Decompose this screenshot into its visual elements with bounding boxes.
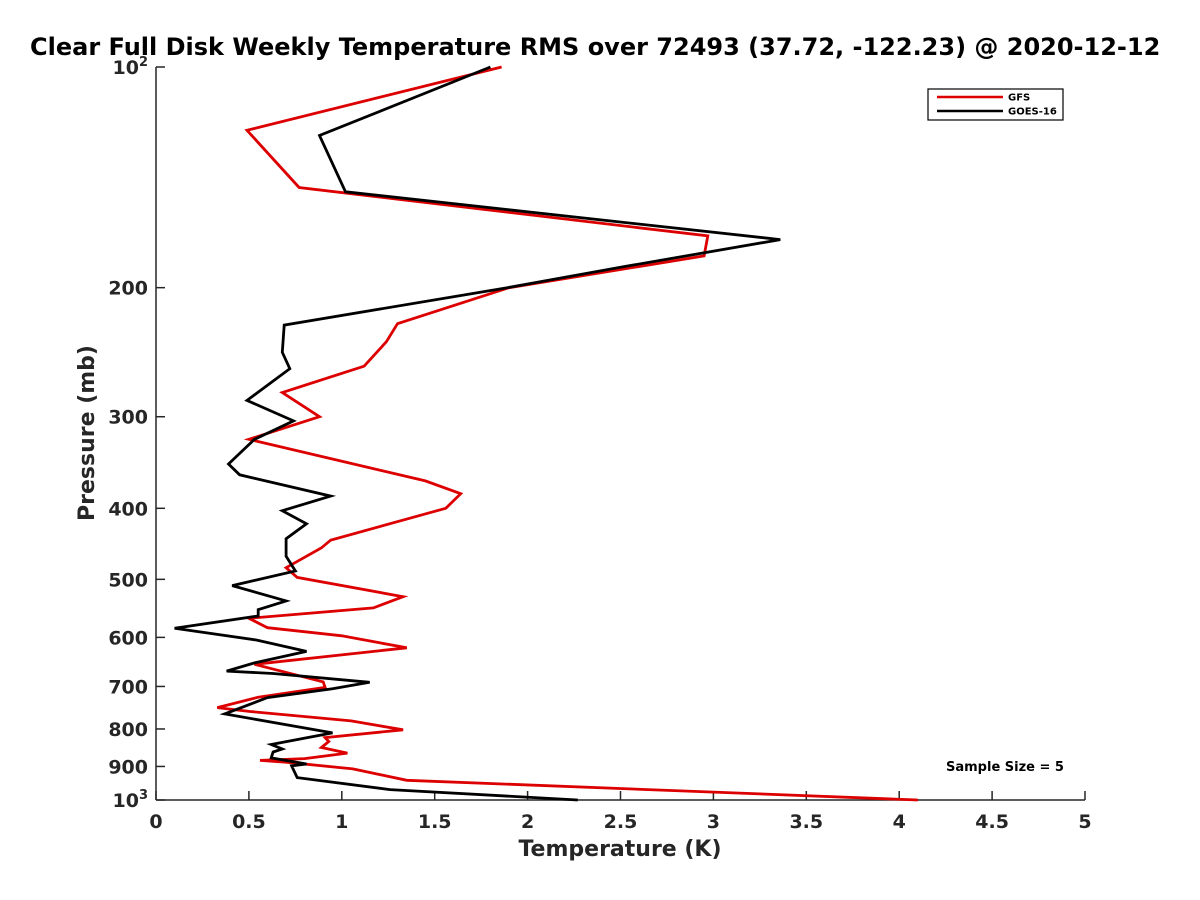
legend-label-gfs: GFS — [1008, 93, 1030, 104]
x-tick-label: 0.5 — [232, 811, 266, 833]
x-tick-label: 3.5 — [789, 811, 823, 833]
chart-title: Clear Full Disk Weekly Temperature RMS o… — [30, 33, 1160, 61]
x-tick-label: 1 — [335, 811, 348, 833]
legend: GFS GOES-16 — [927, 88, 1064, 121]
x-tick-label: 2.5 — [604, 811, 638, 833]
legend-box — [927, 88, 1064, 121]
y-tick-label: 300 — [108, 407, 148, 429]
x-tick-label: 0 — [149, 811, 162, 833]
y-tick-label: 600 — [108, 627, 148, 649]
axes: 0 0.5 1 1.5 2 2.5 3 3.5 4 4.5 5 102 200 300 400 500 600 7… — [108, 55, 1091, 833]
x-tick-label: 5 — [1078, 811, 1091, 833]
y-tick-label: 700 — [108, 676, 148, 698]
legend-label-goes16: GOES-16 — [1008, 107, 1057, 118]
x-tick-label: 1.5 — [418, 811, 452, 833]
series-layer — [174, 65, 918, 802]
y-axis-label: Pressure (mb) — [75, 345, 100, 521]
x-axis-label: Temperature (K) — [518, 837, 721, 862]
y-tick-label: 500 — [108, 569, 148, 591]
x-tick-label: 3 — [707, 811, 720, 833]
y-tick-label: 200 — [108, 278, 148, 300]
y-tick-label: 800 — [108, 719, 148, 741]
x-tick-label: 4.5 — [975, 811, 1009, 833]
y-tick-label: 400 — [108, 498, 148, 520]
x-tick-label: 2 — [521, 811, 534, 833]
y-tick-label: 102 — [113, 55, 149, 79]
x-tick-label: 4 — [893, 811, 906, 833]
sample-size-annotation: Sample Size = 5 — [946, 760, 1064, 775]
y-tick-label: 900 — [108, 756, 148, 778]
series-line-goes-16 — [174, 65, 781, 802]
y-tick-label: 103 — [113, 788, 149, 812]
